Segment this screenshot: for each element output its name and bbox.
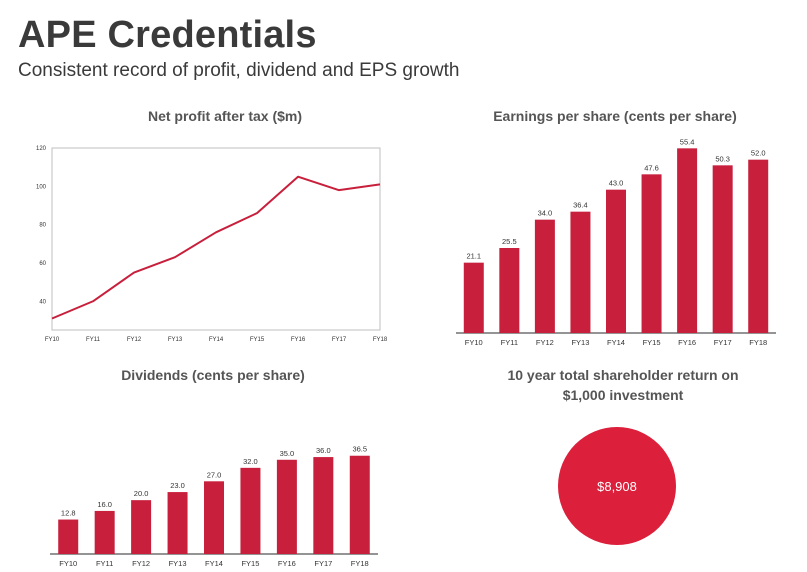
dps-chart-title: Dividends (cents per share) — [121, 367, 305, 383]
eps-data-label: 36.4 — [573, 201, 588, 210]
npat-plot-frame — [51, 147, 381, 331]
npat-x-tick-label: FY14 — [209, 337, 224, 343]
eps-bar — [499, 248, 520, 333]
npat-x-tick-label: FY10 — [45, 337, 60, 343]
tsr-chart-title: 10 year total shareholder return on $1,0… — [507, 367, 739, 403]
npat-chart-title: Net profit after tax ($m) — [147, 108, 303, 124]
eps-data-label: 25.5 — [502, 237, 517, 246]
eps-bar — [570, 211, 591, 333]
eps-x-tick-label: FY10 — [465, 338, 483, 347]
npat-x-tick-label: FY17 — [332, 337, 347, 343]
dps-bar — [131, 500, 152, 554]
slide-title: APE Credentials — [18, 14, 317, 56]
eps-data-label: 47.6 — [644, 163, 659, 172]
tsr-bubble-label: $8,908 — [597, 479, 637, 494]
eps-bar — [748, 159, 769, 333]
eps-data-label: 55.4 — [680, 137, 695, 146]
dps-bar — [313, 457, 334, 554]
eps-x-tick-label: FY16 — [678, 338, 696, 347]
dps-x-tick-label: FY14 — [205, 559, 223, 568]
dps-data-label: 27.0 — [207, 470, 222, 479]
eps-bar — [641, 174, 662, 333]
eps-x-tick-label: FY15 — [643, 338, 661, 347]
dps-bar — [167, 492, 188, 554]
eps-x-tick-label: FY14 — [607, 338, 625, 347]
tsr-bubble — [558, 427, 676, 545]
dps-x-tick-label: FY10 — [59, 559, 77, 568]
npat-y-tick-label: 60 — [39, 261, 46, 267]
npat-x-tick-label: FY11 — [86, 337, 101, 343]
dps-bar — [276, 459, 297, 554]
npat-y-tick-label: 80 — [39, 223, 46, 229]
dps-bar — [204, 481, 224, 554]
dps-bar — [349, 455, 370, 554]
dps-bar — [94, 510, 115, 554]
eps-data-label: 43.0 — [609, 179, 624, 188]
eps-x-tick-label: FY13 — [571, 338, 589, 347]
dps-x-tick-label: FY13 — [169, 559, 187, 568]
slide-subtitle: Consistent record of profit, dividend an… — [18, 60, 460, 81]
dps-data-label: 32.0 — [243, 457, 258, 466]
dps-data-label: 20.0 — [134, 489, 149, 498]
dps-x-tick-label: FY18 — [351, 559, 369, 568]
dps-x-tick-label: FY17 — [314, 559, 332, 568]
dps-x-tick-label: FY12 — [132, 559, 150, 568]
eps-x-tick-label: FY11 — [501, 338, 518, 347]
eps-data-label: 34.0 — [538, 209, 553, 218]
npat-y-tick-label: 120 — [36, 146, 47, 152]
dps-data-label: 35.0 — [280, 449, 295, 458]
eps-data-label: 21.1 — [466, 252, 481, 261]
npat-x-tick-label: FY12 — [127, 337, 142, 343]
dps-bar — [240, 467, 261, 554]
dps-data-label: 36.0 — [316, 446, 331, 455]
dps-data-label: 12.8 — [61, 509, 76, 518]
dps-bar — [58, 519, 79, 554]
eps-x-tick-label: FY12 — [536, 338, 554, 347]
eps-x-tick-label: FY17 — [714, 338, 732, 347]
eps-bar — [712, 165, 733, 333]
dps-data-label: 36.5 — [352, 445, 367, 454]
npat-series-line — [51, 175, 381, 320]
eps-bar — [677, 148, 698, 333]
dps-x-tick-label: FY16 — [278, 559, 296, 568]
npat-y-tick-label: 100 — [36, 184, 47, 190]
eps-data-label: 52.0 — [751, 149, 766, 158]
npat-x-tick-label: FY15 — [250, 337, 265, 343]
eps-x-tick-label: FY18 — [749, 338, 767, 347]
npat-x-tick-label: FY16 — [291, 337, 306, 343]
dps-data-label: 23.0 — [170, 481, 185, 490]
npat-x-tick-label: FY13 — [168, 337, 183, 343]
eps-bar — [463, 262, 484, 333]
dps-data-label: 16.0 — [97, 500, 112, 509]
eps-chart-title: Earnings per share (cents per share) — [493, 108, 737, 124]
eps-bar — [534, 219, 555, 333]
npat-x-tick-label: FY18 — [373, 337, 388, 343]
dps-x-tick-label: FY15 — [241, 559, 259, 568]
dps-x-tick-label: FY11 — [96, 559, 113, 568]
eps-data-label: 50.3 — [715, 154, 730, 163]
eps-bar — [606, 189, 626, 333]
npat-y-tick-label: 40 — [39, 299, 46, 305]
